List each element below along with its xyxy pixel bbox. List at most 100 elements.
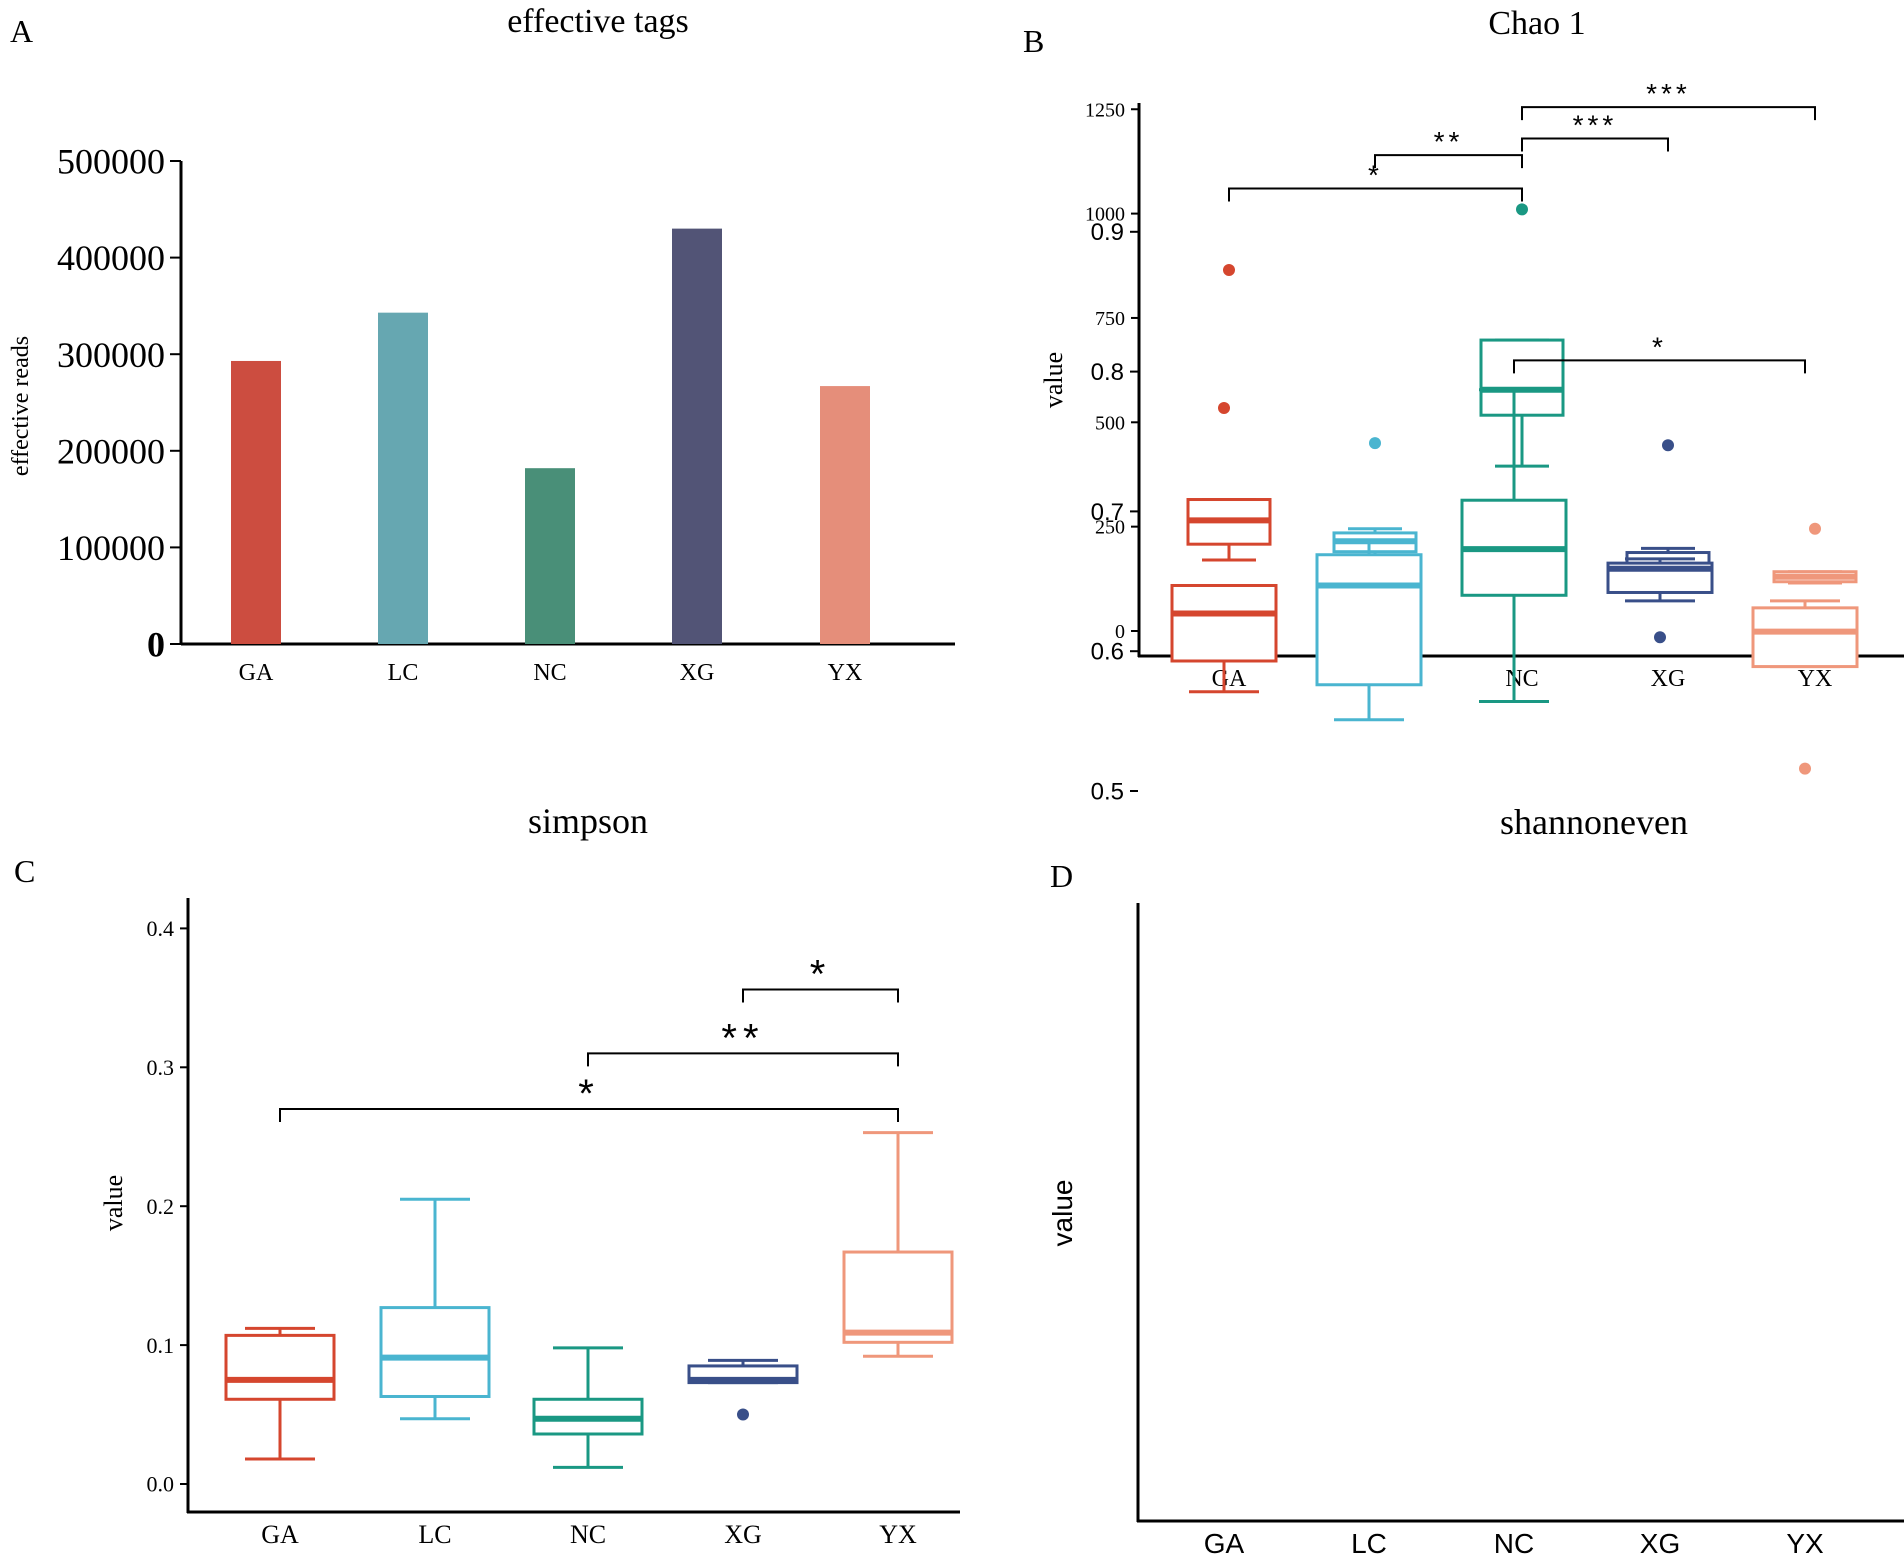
panel-label-a: A (10, 13, 33, 49)
significance-bracket (1374, 154, 1523, 169)
y-tick-label: 0.3 (147, 1055, 175, 1080)
y-ticks: 0.5 0.6 0.7 0.8 0.9 (1091, 219, 1138, 805)
significance-xg-yx: * (742, 953, 899, 1003)
y-tick-label: 0.7 (1091, 499, 1124, 526)
outlier-nc (1516, 203, 1528, 216)
panel-label-c: C (14, 853, 35, 889)
significance-nc-xg: *** (1521, 109, 1669, 152)
significance-label: ** (721, 1016, 764, 1060)
y-tick-label: 300000 (57, 335, 165, 375)
y-tick-label: 400000 (57, 238, 165, 278)
y-ticks: 0 250 500 750 1000 1250 (1085, 99, 1139, 643)
x-tick-labels: GA LC NC XG YX (1204, 1528, 1824, 1554)
y-axis-label-value: value (99, 1175, 128, 1231)
significance-label: * (810, 953, 832, 997)
significance-nc-yx: * (1513, 331, 1806, 374)
significance-bracket (279, 1107, 899, 1122)
box-lc (1315, 553, 1423, 687)
y-tick-label: 500 (1095, 412, 1125, 434)
x-tick-label-lc: LC (418, 1520, 451, 1549)
x-tick-label-lc: LC (1351, 1528, 1387, 1554)
boxplot-nc (1479, 203, 1565, 468)
bar-nc (525, 468, 575, 644)
significance-bracket (742, 988, 899, 1003)
y-tick-label: 250 (1095, 517, 1125, 539)
outlier-yx (1809, 522, 1821, 535)
bar-lc (378, 312, 428, 644)
y-tick-label: 0.5 (1091, 778, 1124, 805)
boxplot-ga (1170, 401, 1278, 694)
significance-label: * (578, 1072, 600, 1116)
chart-title-effective-tags: effective tags (507, 3, 689, 40)
outlier-ga (1223, 263, 1235, 276)
boxplot-yx (1751, 599, 1859, 775)
outlier-ga (1218, 401, 1230, 414)
box-nc (1479, 338, 1565, 417)
y-ticks: 0.0 0.1 0.2 0.3 0.4 (147, 916, 188, 1497)
significance-bracket (1228, 187, 1523, 202)
x-tick-label-nc: NC (1494, 1528, 1534, 1554)
significance-bracket (1521, 106, 1816, 121)
outlier-xg (737, 1408, 749, 1421)
y-axis-label-value: value (1039, 352, 1068, 408)
significance-lc-nc: ** (1374, 126, 1523, 169)
box-lc (379, 1306, 491, 1398)
x-tick-label-xg: XG (680, 660, 715, 686)
boxplot-nc (532, 1346, 644, 1469)
significance-label: ** (1434, 126, 1464, 157)
significance-brackets: * (1513, 331, 1806, 374)
panel-c: C simpson value 0.00.10.20.30.4 **** GA L… (14, 801, 960, 1549)
x-tick-label-nc: NC (1505, 666, 1538, 692)
y-tick-label: 100000 (57, 528, 165, 568)
y-tick-label: 1250 (1085, 99, 1125, 121)
x-tick-label-ga: GA (1212, 666, 1247, 692)
boxplot-lc (1332, 437, 1418, 566)
boxplot-ga (1186, 263, 1272, 562)
outlier-xg (1654, 631, 1666, 644)
y-tick-label: 0.6 (1091, 639, 1124, 666)
boxplot-lc (379, 1197, 491, 1421)
boxplot-nc (1460, 388, 1568, 704)
y-axis-label-effective-reads: effective reads (8, 336, 34, 476)
boxplots (224, 1131, 954, 1469)
y-tick-label: 0.1 (147, 1333, 175, 1358)
x-tick-label-ga: GA (1204, 1528, 1245, 1554)
x-tick-label-yx: YX (1798, 666, 1833, 692)
x-tick-label-xg: XG (724, 1520, 762, 1549)
significance-nc-yx: ** (587, 1016, 899, 1067)
x-tick-label-yx: YX (879, 1520, 917, 1549)
x-tick-label-xg: XG (1640, 1528, 1680, 1554)
significance-bracket (1513, 359, 1806, 374)
boxplots (1170, 388, 1859, 775)
significance-label: *** (1573, 109, 1618, 140)
y-tick-label: 0.8 (1091, 359, 1124, 386)
boxplot-xg (687, 1358, 799, 1421)
box-ga (1170, 583, 1278, 663)
significance-brackets: ********* (1228, 78, 1816, 202)
y-tick-label: 0.0 (147, 1472, 175, 1497)
bar-yx (820, 386, 870, 644)
bar-ga (231, 360, 281, 644)
boxplot-ga (224, 1326, 336, 1461)
y-ticks: 0 100000 200000 300000 400000 500000 (57, 142, 181, 665)
significance-bracket (587, 1052, 899, 1067)
box-yx (1751, 606, 1859, 669)
x-tick-label-yx: YX (1786, 1528, 1824, 1554)
y-tick-label: 0 (1115, 621, 1125, 643)
box-ga (224, 1333, 336, 1401)
x-tick-label-lc: LC (388, 660, 419, 686)
y-tick-label: 1000 (1085, 204, 1125, 226)
chart-title-chao1: Chao 1 (1488, 5, 1585, 42)
y-tick-label: 0 (147, 625, 165, 665)
y-tick-label: 0.9 (1091, 219, 1124, 246)
x-tick-label-nc: NC (533, 660, 566, 686)
y-tick-label: 200000 (57, 431, 165, 471)
significance-ga-nc: * (1228, 160, 1523, 202)
bars (231, 228, 870, 644)
significance-label: *** (1646, 78, 1691, 109)
y-axis-label-value: value (1047, 1180, 1078, 1247)
